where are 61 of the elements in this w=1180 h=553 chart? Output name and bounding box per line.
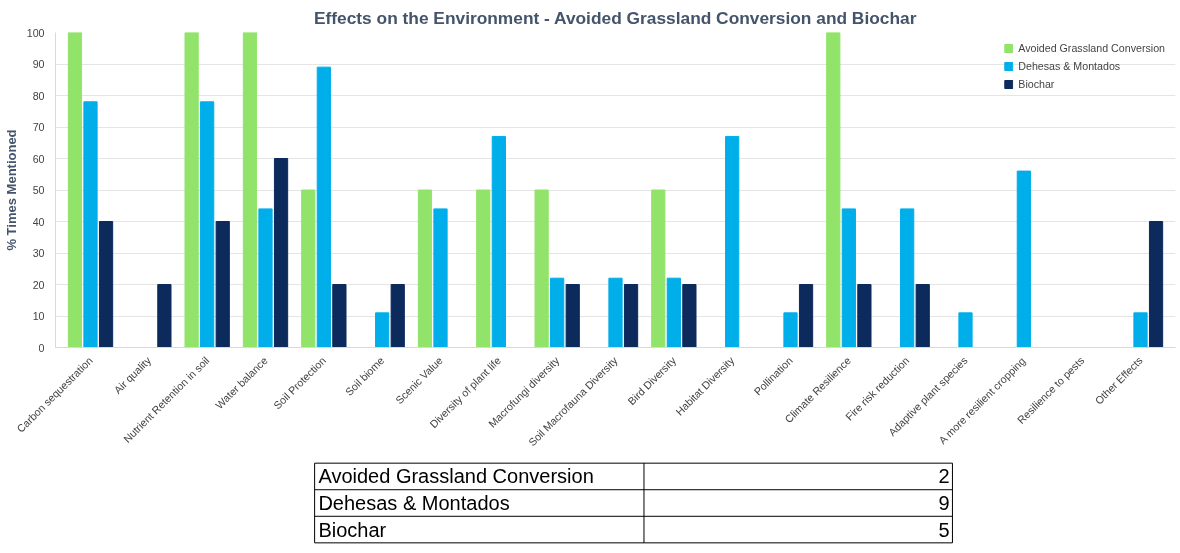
bar	[958, 312, 973, 348]
bar	[565, 284, 580, 348]
bar	[826, 32, 841, 348]
bar	[623, 284, 639, 348]
bar	[390, 284, 405, 348]
bar	[798, 284, 814, 348]
bar	[83, 101, 98, 348]
bar	[1148, 221, 1164, 348]
bar	[534, 189, 549, 348]
bar	[682, 284, 697, 348]
bar	[417, 189, 433, 348]
y-tick-label: 100	[26, 26, 45, 39]
y-tick-label: 90	[32, 58, 45, 70]
bar	[273, 158, 289, 348]
bar	[1016, 170, 1031, 348]
bar	[433, 208, 448, 348]
bar	[608, 277, 623, 348]
bar	[1133, 312, 1148, 348]
bar	[316, 66, 331, 348]
bar	[301, 189, 316, 348]
data-label: 9	[938, 492, 950, 514]
bar	[900, 208, 915, 348]
legend-label: Biochar	[1018, 78, 1055, 90]
bar	[841, 208, 856, 348]
y-tick-label: 80	[32, 89, 45, 102]
bar	[375, 312, 390, 348]
bar	[666, 277, 681, 348]
data-label: 5	[938, 518, 950, 541]
bar	[857, 284, 872, 348]
chart-title: Effects on the Environment - Avoided Grassland Conversion and Biochar	[313, 7, 917, 28]
y-tick-label: 20	[32, 278, 45, 291]
data-label: 2	[938, 465, 950, 488]
bar	[783, 312, 798, 348]
category-label: Dehesas & Montados	[318, 492, 510, 514]
bar	[651, 189, 666, 348]
bar	[476, 189, 491, 348]
y-tick-label: 60	[32, 152, 45, 165]
bar	[725, 135, 740, 348]
bar	[915, 284, 930, 348]
legend-label: Dehesas & Montados	[1018, 60, 1121, 72]
y-tick-label: 40	[32, 215, 45, 228]
y-tick-label: 30	[32, 247, 45, 259]
bar	[184, 32, 199, 348]
y-tick-label: 0	[38, 341, 45, 354]
bar	[67, 32, 83, 348]
bar	[491, 135, 506, 348]
y-tick-label: 10	[32, 310, 45, 322]
bar	[242, 32, 258, 348]
y-tick-label: 50	[32, 184, 45, 196]
bar	[200, 101, 215, 348]
y-axis-title: % Times Mentioned	[3, 129, 19, 251]
bar	[215, 221, 230, 348]
category-label: Biochar	[318, 518, 387, 541]
bar	[332, 284, 347, 348]
bar	[98, 221, 114, 348]
y-tick-label: 70	[32, 121, 45, 133]
bar	[258, 208, 273, 348]
legend-label: Avoided Grassland Conversion	[1018, 42, 1165, 54]
bar	[157, 284, 172, 348]
category-label: Avoided Grassland Conversion	[318, 465, 594, 488]
bar	[550, 277, 565, 348]
